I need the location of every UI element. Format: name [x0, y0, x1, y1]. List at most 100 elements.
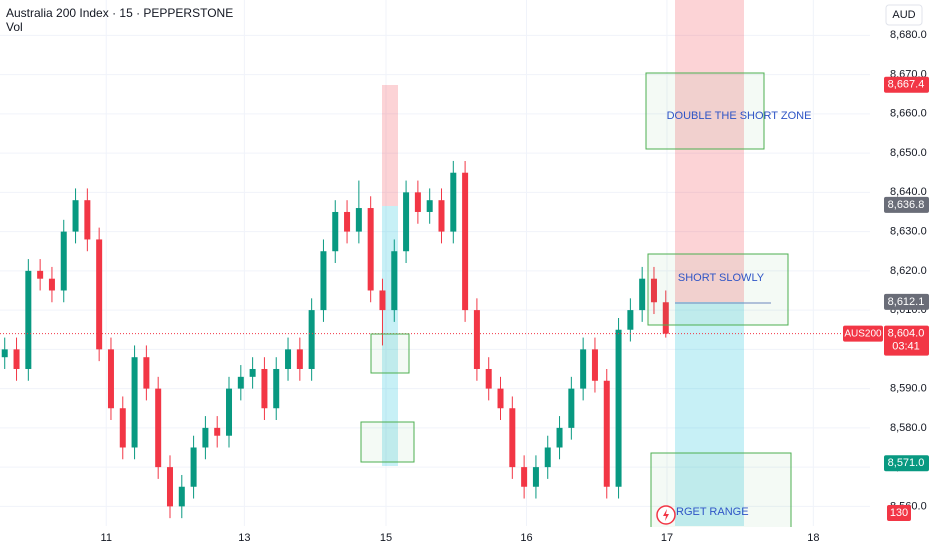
- candle-body: [202, 427, 209, 448]
- y-tick-label: 8,580.0: [890, 422, 927, 434]
- zone-box: [647, 253, 789, 326]
- axis: 8,560.08,570.08,580.08,590.08,600.08,610…: [101, 29, 929, 544]
- candle-body: [273, 368, 280, 409]
- y-tick-label: 8,650.0: [890, 147, 927, 159]
- x-tick-label: 18: [807, 532, 819, 544]
- candle-body: [379, 290, 386, 311]
- candle-body: [131, 357, 138, 448]
- candle-body: [13, 349, 20, 369]
- candle-body: [485, 368, 492, 389]
- candle-body: [60, 231, 67, 291]
- currency-button[interactable]: [885, 4, 923, 26]
- alert-icon[interactable]: [656, 505, 676, 525]
- y-tick-label: 8,630.0: [890, 226, 927, 238]
- candle-body: [556, 427, 563, 448]
- candle-body: [568, 388, 575, 428]
- candle-body: [650, 278, 657, 303]
- candle-body: [107, 349, 114, 409]
- candle-body: [190, 447, 197, 487]
- candle-body: [544, 447, 551, 468]
- zone-box: [645, 72, 765, 150]
- grid: [0, 0, 870, 526]
- candle-body: [226, 388, 233, 436]
- candle-body: [96, 239, 103, 350]
- short-target-zone: [675, 302, 744, 526]
- price-label-bg: [884, 196, 929, 213]
- candle-body: [178, 486, 185, 507]
- x-tick-label: 15: [380, 532, 392, 544]
- price-label: 8,667.4: [888, 79, 925, 91]
- x-tick-label: 13: [238, 532, 250, 544]
- candle-body: [344, 211, 351, 232]
- candles: [0, 160, 870, 519]
- zone-box: [370, 333, 410, 374]
- y-tick-label: 8,640.0: [890, 186, 927, 198]
- candle-body: [521, 467, 528, 487]
- candle-body: [72, 200, 79, 232]
- candle-body: [249, 368, 256, 377]
- candle-body: [25, 270, 32, 369]
- volume-label-bg: [887, 505, 911, 521]
- candle-body: [473, 310, 480, 369]
- y-tick-label: 8,620.0: [890, 265, 927, 277]
- y-tick-label: 8,660.0: [890, 108, 927, 120]
- currency: AUD: [892, 9, 915, 21]
- candle-body: [627, 310, 634, 330]
- candle-body: [237, 376, 244, 389]
- candle-body: [367, 208, 374, 291]
- price-label-bg: [884, 325, 929, 356]
- price-label-bg: [884, 293, 929, 310]
- symbol-title: Australia 200 Index · 15 · PEPPERSTONE: [6, 6, 233, 20]
- candle-body: [1, 349, 8, 358]
- candle-body: [214, 427, 221, 436]
- time-axis: [0, 527, 932, 550]
- x-tick-label: 17: [661, 532, 673, 544]
- candle-body: [414, 192, 421, 212]
- candle-body: [320, 251, 327, 311]
- zone-box: [360, 421, 415, 463]
- candle-body: [355, 208, 362, 232]
- candle-body: [119, 408, 126, 448]
- candle-body: [391, 251, 398, 311]
- candle-body: [591, 349, 598, 381]
- candle-body: [450, 172, 457, 232]
- candle-body: [462, 172, 469, 311]
- candle-body: [532, 467, 539, 487]
- y-tick-label: 8,590.0: [890, 383, 927, 395]
- x-tick-label: 16: [520, 532, 532, 544]
- candle-body: [615, 329, 622, 487]
- volume-label: Vol: [6, 20, 23, 34]
- price-label: 8,612.1: [888, 296, 925, 308]
- candle-body: [84, 200, 91, 240]
- candle-body: [143, 357, 150, 389]
- candle-body: [332, 211, 339, 252]
- candle-body: [48, 278, 55, 291]
- annotation: DOUBLE THE SHORT ZONE: [667, 110, 812, 122]
- candle-body: [662, 302, 669, 334]
- x-tick-label: 11: [101, 532, 112, 544]
- candle-body: [639, 278, 646, 311]
- candle-body: [308, 310, 315, 369]
- volume-label: 130: [890, 507, 908, 519]
- candle-body: [155, 388, 162, 468]
- short-risk-zone: [382, 85, 398, 206]
- price-label-bg: [884, 455, 929, 472]
- annotation: RGET RANGE: [676, 506, 749, 518]
- candle-body: [497, 388, 504, 409]
- price-label: 8,604.0: [888, 328, 925, 340]
- short-risk-zone: [675, 0, 744, 302]
- candle-body: [426, 200, 433, 212]
- countdown: 03:41: [892, 341, 920, 353]
- symbol-tag: [843, 325, 883, 342]
- price-label-bg: [884, 76, 929, 93]
- candle-body: [603, 380, 610, 487]
- candle-body: [285, 349, 292, 369]
- candle-body: [261, 368, 268, 409]
- candle-body: [166, 467, 173, 507]
- candle-body: [509, 408, 516, 468]
- candle-body: [296, 349, 303, 369]
- y-tick-label: 8,680.0: [890, 29, 927, 41]
- annotation: SHORT SLOWLY: [678, 272, 765, 284]
